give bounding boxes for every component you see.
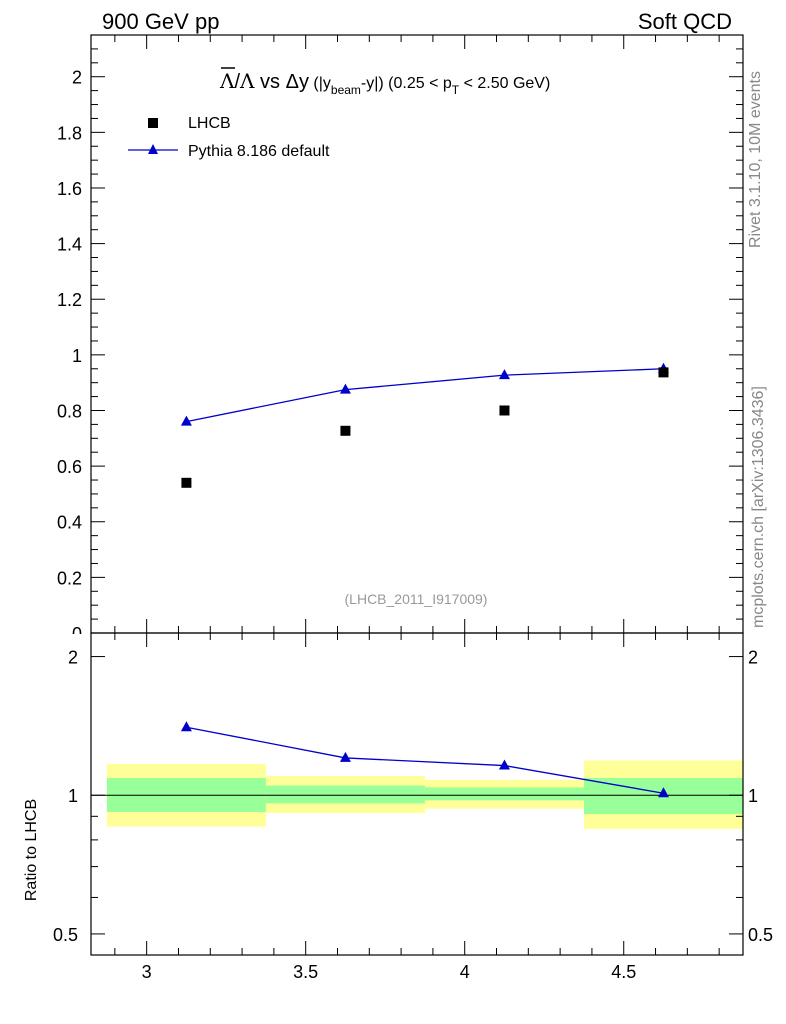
main-y-tick-label: 1.8 — [57, 123, 82, 143]
main-y-tick-label: 2 — [72, 68, 82, 88]
ratio-mc-point — [180, 721, 192, 732]
main-y-tick-label: 0.2 — [57, 568, 82, 588]
ratio-mc-point — [498, 759, 510, 770]
title-part2: -y|) (0.25 < p — [361, 75, 452, 92]
header-right: Soft QCD — [638, 9, 732, 34]
main-y-label-clip — [60, 634, 90, 646]
main-y-tick-label: 0.6 — [57, 457, 82, 477]
ratio-data-marks — [180, 721, 669, 798]
title-slash: / — [234, 71, 240, 93]
mc-point — [180, 415, 192, 426]
ratio-mc-line — [186, 726, 664, 794]
title-antilambda: Λ — [219, 69, 235, 93]
title-sub-beam: beam — [331, 83, 361, 97]
legend-mc-label: Pythia 8.186 default — [188, 143, 330, 160]
data-point — [658, 367, 669, 378]
legend-mc-marker — [148, 144, 158, 154]
header-left: 900 GeV pp — [102, 9, 219, 34]
main-data-marks — [180, 362, 669, 488]
ratio-axis-ticks: 3 3.5 4 4.5 0.5 0.5 1 1 2 2 — [53, 633, 773, 982]
title-part1: (|y — [309, 75, 331, 92]
ratio-y-axis-label: Ratio to LHCB — [23, 799, 40, 901]
mc-series-line — [186, 368, 664, 423]
mc-point — [498, 369, 510, 380]
x-tick-label: 3 — [142, 962, 152, 982]
ratio-mc-point — [657, 787, 669, 798]
plot-title: Λ/Λ vs Δy (|ybeam-y|) (0.25 < pT < 2.50 … — [219, 69, 550, 97]
main-y-tick-label: 1.2 — [57, 290, 82, 310]
data-point — [499, 405, 510, 416]
legend-data-marker — [148, 118, 158, 128]
mc-point — [339, 383, 351, 394]
main-y-tick-label: 1.4 — [57, 235, 82, 255]
ratio-y-tick-label-right: 1 — [748, 786, 758, 806]
side-label-rivet: Rivet 3.1.10, 10M events — [747, 71, 764, 248]
title-part3: < 2.50 GeV) — [459, 75, 550, 92]
data-point — [181, 477, 192, 488]
data-point — [340, 425, 351, 436]
ratio-band-inner — [265, 785, 425, 804]
title-sub-t: T — [452, 83, 460, 97]
ratio-y-tick-label-right: 2 — [748, 648, 758, 668]
side-label-mcplots: mcplots.cern.ch [arXiv:1306.3436] — [750, 386, 767, 628]
ratio-band-inner — [424, 787, 584, 801]
x-tick-label: 3.5 — [293, 962, 318, 982]
ratio-y-tick-label-left: 2 — [68, 648, 78, 668]
ratio-y-tick-label-left: 1 — [68, 786, 78, 806]
x-tick-label: 4 — [460, 962, 470, 982]
ratio-y-tick-label-right: 0.5 — [748, 925, 773, 945]
ratio-plot-frame — [90, 632, 744, 956]
main-y-tick-label: 0.8 — [57, 401, 82, 421]
analysis-watermark: (LHCB_2011_I917009) — [345, 591, 488, 607]
title-lambda: Λ — [239, 69, 255, 93]
main-y-tick-label: 0.4 — [57, 513, 82, 533]
main-y-tick-label: 1.6 — [57, 179, 82, 199]
ratio-uncertainty-bands — [91, 760, 743, 829]
title-delta-y: Δy — [286, 71, 309, 93]
ratio-y-tick-label-left: 0.5 — [53, 925, 78, 945]
main-axis-ticks: 00.20.40.60.811.21.41.61.82 — [57, 34, 743, 646]
title-vs: vs — [254, 71, 285, 93]
ratio-mc-point — [339, 751, 351, 762]
x-tick-label: 4.5 — [611, 962, 636, 982]
legend-data-label: LHCB — [188, 115, 231, 132]
main-y-tick-label: 1 — [72, 346, 82, 366]
